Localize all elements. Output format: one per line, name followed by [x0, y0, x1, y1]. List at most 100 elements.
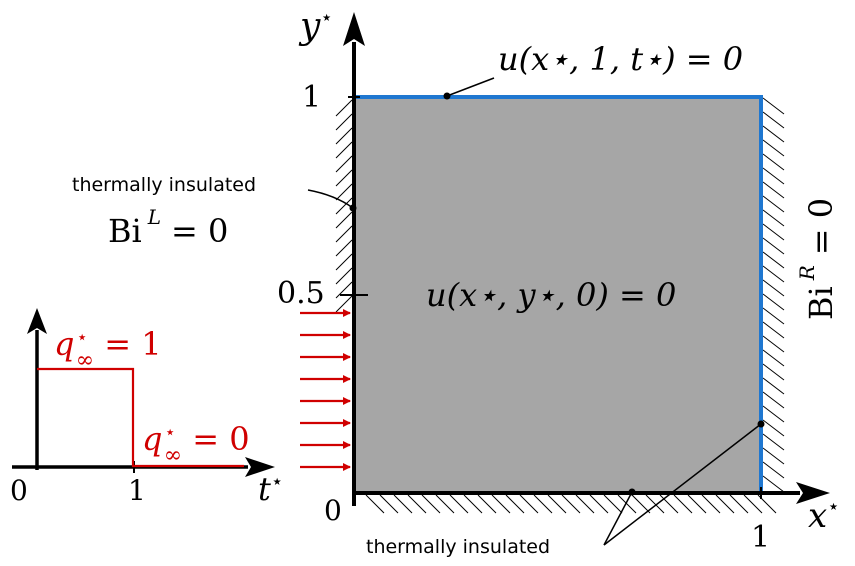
hatch-stroke [335, 281, 353, 299]
hatch-stroke [762, 363, 785, 381]
hatch-stroke [762, 139, 785, 157]
hatch-stroke [762, 293, 785, 311]
initial-condition: u(x⋆, y⋆, 0) = 0 [426, 276, 676, 314]
top-condition-leader [446, 77, 495, 97]
hatch-stroke [762, 349, 785, 367]
x-tick-label-1: 1 [751, 520, 770, 555]
inset-t-axis-label: t⋆ [258, 469, 283, 508]
hatch-stroke [335, 253, 353, 271]
hatch-stroke [617, 494, 637, 514]
hatch-stroke [463, 494, 483, 514]
hatch-stroke [519, 494, 539, 514]
hatch-stroke [407, 494, 427, 514]
hatch-stroke [547, 494, 567, 514]
hatch-stroke [659, 494, 679, 514]
hatch-stroke [701, 494, 721, 514]
x-axis-label: x⋆ [808, 494, 840, 536]
inset-tick-label-0: 0 [10, 474, 28, 507]
hatch-stroke [762, 195, 785, 213]
hatch-stroke [762, 111, 785, 129]
hatch-stroke [762, 153, 785, 171]
hatch-stroke [603, 494, 623, 514]
hatch-stroke [762, 475, 785, 493]
insulated-right-dot [757, 420, 765, 428]
hatch-stroke [335, 99, 353, 117]
hatch-stroke [335, 197, 353, 215]
hatch-stroke [335, 113, 353, 131]
hatch-stroke [673, 494, 693, 514]
insulated-bottom-leader-a [603, 491, 633, 546]
hatch-stroke [687, 494, 707, 514]
flux-time-inset: 0 1 t⋆ q ⋆ ∞ = 1 q ⋆ ∞ = 0 [10, 308, 283, 508]
inset-t-arrowhead [245, 457, 275, 477]
hatch-stroke [435, 494, 455, 514]
bottom-insulation-hatching [365, 494, 777, 514]
hatch-stroke [589, 494, 609, 514]
biot-right: BiR= 0 [795, 198, 840, 320]
hatch-stroke [762, 391, 785, 409]
hatch-stroke [491, 494, 511, 514]
hatch-stroke [762, 433, 785, 451]
hatch-stroke [762, 335, 785, 353]
inset-y-arrowhead [27, 308, 47, 334]
hatch-stroke [762, 377, 785, 395]
y-axis-arrowhead [343, 12, 365, 46]
flux-on-label: q ⋆ ∞ = 1 [54, 325, 162, 373]
hatch-stroke [762, 419, 785, 437]
x-axis-arrowhead [796, 482, 830, 504]
hatch-stroke [762, 223, 785, 241]
hatch-stroke [335, 211, 353, 229]
hatch-stroke [762, 447, 785, 465]
biot-left: Bi L = 0 [108, 205, 228, 250]
hatch-stroke [365, 494, 385, 514]
heat-flux-arrows [300, 309, 351, 471]
top-condition-dot [443, 92, 451, 100]
hatch-stroke [335, 267, 353, 285]
hatch-stroke [743, 494, 763, 514]
left-insulation-hatching [335, 99, 353, 313]
hatch-stroke [715, 494, 735, 514]
hatch-stroke [335, 183, 353, 201]
hatch-stroke [533, 494, 553, 514]
y-axis-label: y⋆ [298, 5, 333, 47]
insulated-bottom-leader-b [603, 423, 762, 546]
hatch-stroke [561, 494, 581, 514]
hatch-stroke [393, 494, 413, 514]
hatch-stroke [335, 127, 353, 145]
hatch-stroke [762, 181, 785, 199]
hatch-stroke [762, 321, 785, 339]
hatch-stroke [631, 494, 651, 514]
hatch-stroke [335, 155, 353, 173]
hatch-stroke [505, 494, 525, 514]
insulated-bottom-dot [628, 488, 636, 496]
hatch-stroke [762, 279, 785, 297]
hatch-stroke [421, 494, 441, 514]
hatch-stroke [335, 225, 353, 243]
hatch-stroke [762, 461, 785, 479]
insulated-bottom-label: thermally insulated [366, 536, 550, 558]
hatch-stroke [645, 494, 665, 514]
hatch-stroke [575, 494, 595, 514]
hatch-stroke [449, 494, 469, 514]
flux-step-curve [37, 367, 244, 468]
hatch-stroke [335, 295, 353, 313]
hatch-stroke [379, 494, 399, 514]
hatch-stroke [762, 251, 785, 269]
inset-tick-label-1: 1 [128, 474, 146, 507]
insulated-left-leader [307, 189, 354, 209]
top-boundary-condition: u(x⋆, 1, t⋆) = 0 [498, 40, 743, 78]
hatch-stroke [477, 494, 497, 514]
y-tick-label-1: 1 [302, 80, 321, 115]
insulated-left-label: thermally insulated [72, 174, 256, 196]
hatch-stroke [762, 209, 785, 227]
hatch-stroke [762, 237, 785, 255]
hatch-stroke [762, 307, 785, 325]
hatch-stroke [335, 239, 353, 257]
hatch-stroke [762, 97, 785, 115]
hatch-stroke [335, 141, 353, 159]
insulated-left-dot [349, 204, 357, 212]
flux-off-label: q ⋆ ∞ = 0 [142, 420, 250, 468]
domain-square [352, 95, 763, 495]
y-tick-label-05: 0.5 [277, 276, 325, 311]
